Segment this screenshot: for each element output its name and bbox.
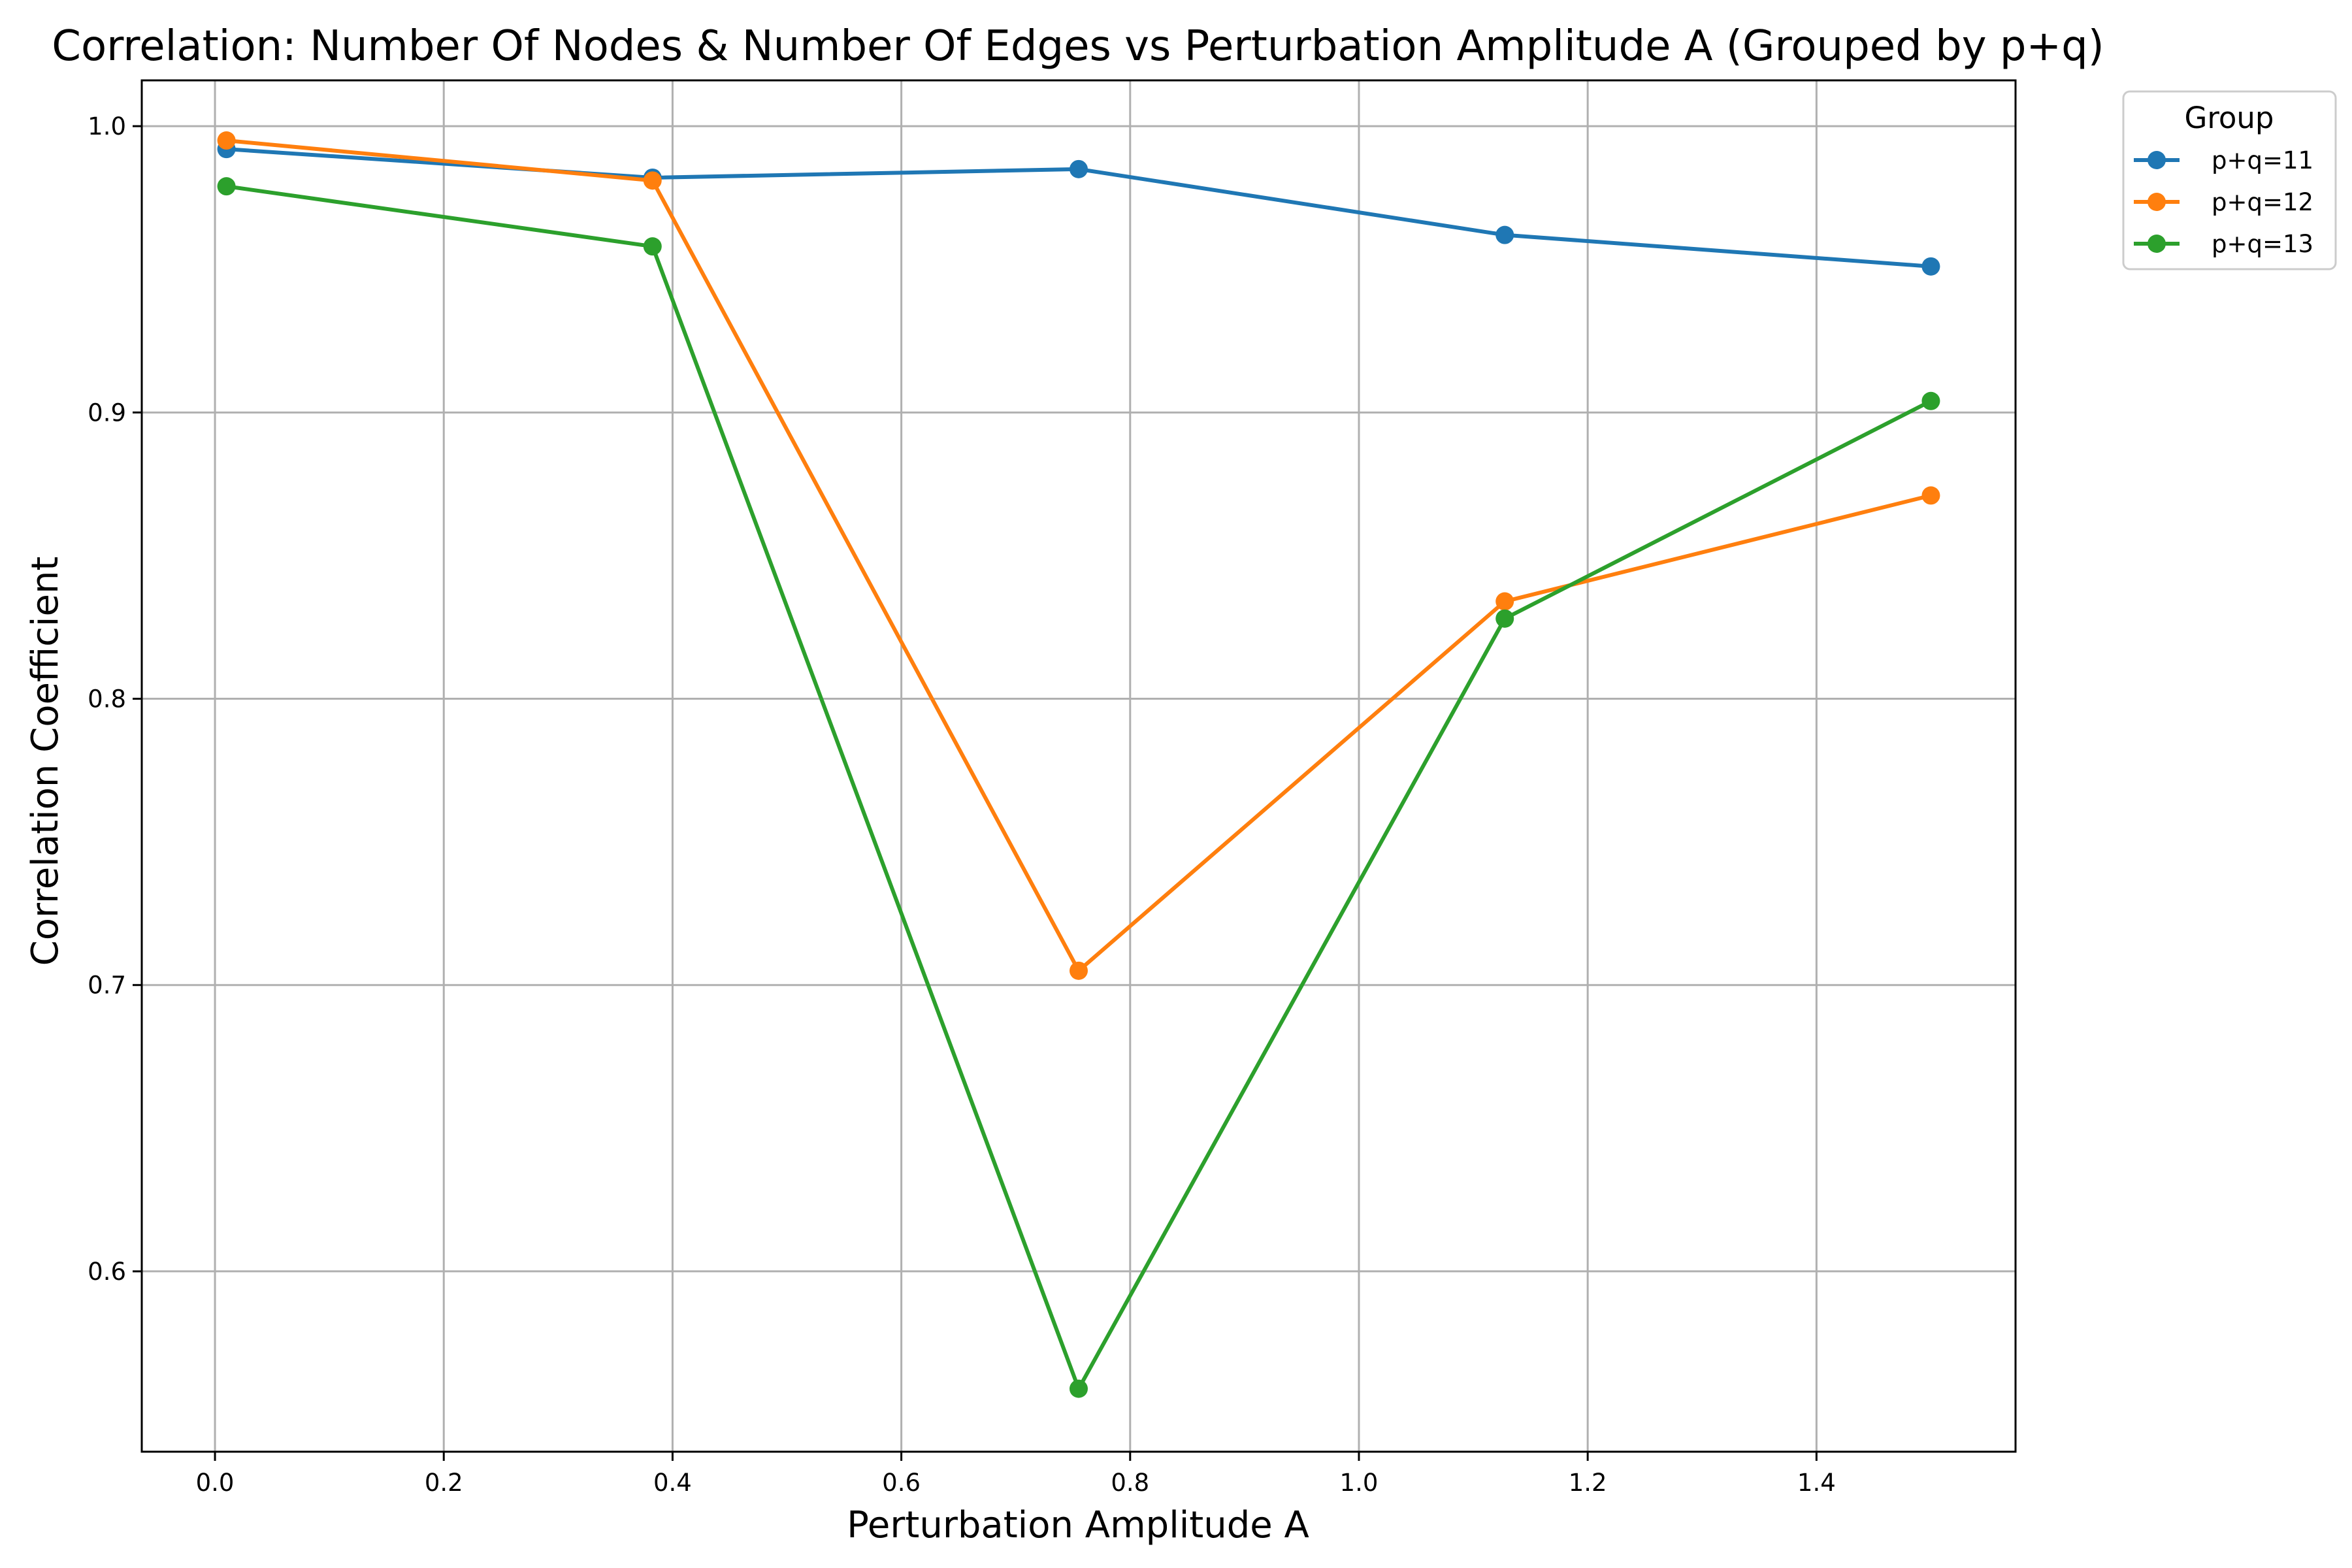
legend-entry: p+q=13 [2134, 230, 2313, 258]
grid [142, 80, 2016, 1452]
data-point [1921, 391, 1940, 410]
x-tick-label: 0.6 [882, 1469, 921, 1497]
series-p+q=12 [217, 131, 1940, 980]
data-point [643, 237, 662, 256]
y-tick-label: 0.9 [88, 399, 126, 427]
x-tick-label: 0.4 [653, 1469, 692, 1497]
data-point [1070, 961, 1088, 980]
data-point [1070, 1379, 1088, 1398]
y-tick-label: 0.7 [88, 972, 126, 1000]
y-tick-label: 0.8 [88, 685, 126, 713]
y-axis-label: Correlation Coefficient [24, 557, 67, 966]
legend-box [2122, 90, 2337, 270]
legend-marker [2148, 235, 2166, 253]
legend-entries: p+q=11 p+q=12 p+q=13 [2134, 146, 2313, 258]
data-point [1921, 257, 1940, 276]
x-tick-label: 1.0 [1340, 1469, 1379, 1497]
x-tick-label: 0.2 [425, 1469, 463, 1497]
data-point [217, 177, 236, 196]
y-tick-label: 0.6 [88, 1258, 126, 1286]
plot-frame [140, 79, 2017, 1453]
x-axis-label: Perturbation Amplitude A [847, 1504, 1309, 1546]
legend-title: Group [2185, 101, 2274, 135]
legend: Group p+q=11 p+q=12 p+q=13 [2122, 90, 2337, 270]
x-tick-label: 0.0 [196, 1469, 235, 1497]
legend-label: p+q=13 [2212, 230, 2313, 258]
legend-marker [2148, 193, 2166, 211]
x-axis-ticks: 0.0 0.2 0.4 0.6 0.8 1.0 1.2 1.4 [196, 1452, 1836, 1497]
legend-entry: p+q=11 [2134, 146, 2313, 174]
x-tick-label: 0.8 [1111, 1469, 1149, 1497]
data-point [643, 171, 662, 190]
x-tick-label: 1.4 [1797, 1469, 1836, 1497]
series-p+q=13 [217, 177, 1940, 1398]
data-point [1070, 159, 1088, 178]
legend-label: p+q=11 [2212, 146, 2313, 174]
data-point [1495, 609, 1514, 628]
legend-marker [2148, 151, 2166, 169]
series-layer [217, 131, 1940, 1398]
chart-title: Correlation: Number Of Nodes & Number Of… [52, 22, 2104, 71]
data-point [1921, 486, 1940, 505]
data-point [1495, 592, 1514, 611]
legend-label: p+q=12 [2212, 188, 2313, 216]
data-point [1495, 225, 1514, 244]
legend-entry: p+q=12 [2134, 188, 2313, 216]
x-tick-label: 1.2 [1569, 1469, 1607, 1497]
y-axis-ticks: 0.6 0.7 0.8 0.9 1.0 [88, 112, 142, 1286]
y-tick-label: 1.0 [88, 112, 126, 140]
data-point [217, 131, 236, 150]
